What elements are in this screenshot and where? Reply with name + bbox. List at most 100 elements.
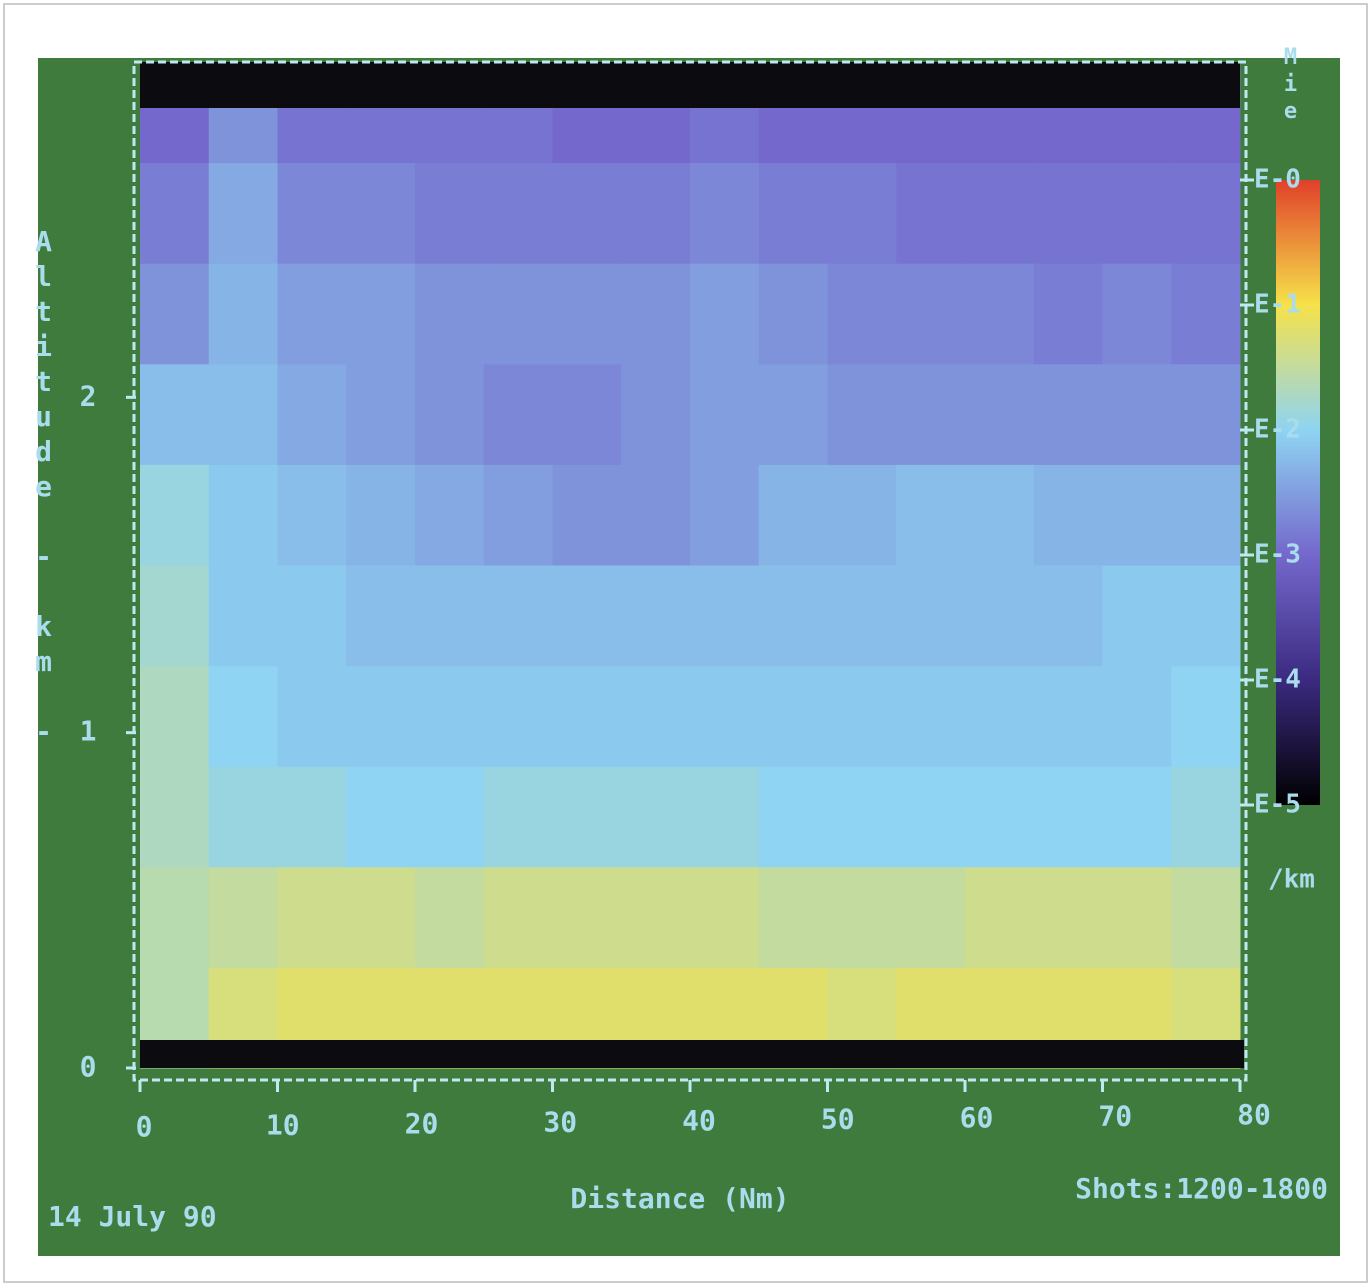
- heat-cell: [690, 766, 759, 867]
- heat-cell: [484, 565, 553, 666]
- heat-cell: [1171, 263, 1240, 364]
- heat-cell: [1171, 364, 1240, 465]
- heat-cell: [278, 565, 347, 666]
- footer-date: 14 July 90: [48, 1200, 217, 1233]
- heat-cell: [346, 464, 415, 565]
- heat-cell: [690, 263, 759, 364]
- heat-cell: [896, 867, 965, 968]
- heat-cell: [415, 163, 484, 264]
- x-tick-label: 30: [543, 1106, 577, 1139]
- heat-cell: [965, 464, 1034, 565]
- heat-cell: [759, 163, 828, 264]
- heat-cell: [278, 364, 347, 465]
- heat-cell: [484, 766, 553, 867]
- x-tick-label: 40: [682, 1104, 716, 1137]
- heat-cell: [553, 565, 622, 666]
- heat-cell: [140, 565, 209, 666]
- heat-cell: [415, 867, 484, 968]
- no-data-band: [140, 62, 1240, 108]
- heat-cell: [896, 766, 965, 867]
- heat-cell: [621, 263, 690, 364]
- heat-cell: [759, 766, 828, 867]
- heat-cell: [759, 464, 828, 565]
- heat-cell: [484, 666, 553, 767]
- heat-cell: [553, 666, 622, 767]
- footer-shots: Shots:1200-1800: [1075, 1172, 1328, 1205]
- plot-area: [134, 62, 1246, 1080]
- colorbar-tick-label: E-4: [1254, 665, 1301, 695]
- heat-cell: [828, 263, 897, 364]
- y-tick-label: 1: [80, 715, 97, 748]
- heat-cell: [484, 163, 553, 264]
- heat-cell: [553, 263, 622, 364]
- heat-cell: [415, 364, 484, 465]
- x-tick-label: 20: [405, 1107, 439, 1140]
- ground-band: [140, 1040, 1244, 1068]
- heat-cell: [1034, 867, 1103, 968]
- heat-cell: [828, 766, 897, 867]
- heat-cell: [1103, 163, 1172, 264]
- heat-cell: [828, 565, 897, 666]
- heat-cell: [415, 666, 484, 767]
- heat-cell: [1034, 364, 1103, 465]
- heat-cell: [140, 163, 209, 264]
- heat-cell: [1103, 867, 1172, 968]
- heat-cell: [209, 666, 278, 767]
- heat-cell: [965, 867, 1034, 968]
- heat-cell: [621, 163, 690, 264]
- heat-cell: [828, 364, 897, 465]
- colorbar: [1276, 180, 1320, 805]
- heat-cell: [415, 565, 484, 666]
- heat-cell: [1034, 464, 1103, 565]
- heat-cell: [278, 464, 347, 565]
- heat-cell: [209, 163, 278, 264]
- heat-cell: [759, 565, 828, 666]
- heat-cell: [346, 666, 415, 767]
- heat-cell: [415, 464, 484, 565]
- heat-cell: [1171, 464, 1240, 565]
- heat-cell: [415, 263, 484, 364]
- colorbar-unit: /km: [1268, 865, 1315, 895]
- heat-cell: [1103, 364, 1172, 465]
- heat-cell: [346, 263, 415, 364]
- heat-cell: [896, 666, 965, 767]
- heat-cell: [759, 666, 828, 767]
- heat-cell: [759, 364, 828, 465]
- heat-cell: [140, 464, 209, 565]
- heat-cell: [553, 464, 622, 565]
- heat-cell: [759, 263, 828, 364]
- x-tick-label: 60: [960, 1101, 994, 1134]
- heat-cell: [209, 364, 278, 465]
- heat-cell: [621, 565, 690, 666]
- colorbar-tick-label: E-0: [1254, 165, 1301, 195]
- heat-cell: [278, 263, 347, 364]
- heat-cell: [140, 263, 209, 364]
- colorbar-tick-label: E-3: [1254, 540, 1301, 570]
- heat-cell: [828, 867, 897, 968]
- heat-cell: [1171, 766, 1240, 867]
- heat-cell: [1103, 565, 1172, 666]
- heat-cell: [759, 867, 828, 968]
- x-tick-label: 10: [266, 1109, 300, 1142]
- heat-cell: [828, 163, 897, 264]
- heat-cell: [828, 464, 897, 565]
- colorbar-tick-label: E-5: [1254, 790, 1301, 820]
- colorbar-tick-label: E-1: [1254, 290, 1301, 320]
- heat-cell: [553, 867, 622, 968]
- heat-cell: [346, 364, 415, 465]
- heat-cell: [278, 766, 347, 867]
- heat-cell: [965, 666, 1034, 767]
- heat-cell: [896, 364, 965, 465]
- heat-cell: [896, 163, 965, 264]
- colorbar-tick-label: E-2: [1254, 415, 1301, 445]
- heat-cell: [484, 464, 553, 565]
- heat-cell: [690, 565, 759, 666]
- y-tick-label: 2: [80, 379, 97, 412]
- heat-cell: [346, 766, 415, 867]
- heat-cell: [553, 163, 622, 264]
- heat-cell: [690, 163, 759, 264]
- heat-cell: [1034, 263, 1103, 364]
- heat-cell: [278, 163, 347, 264]
- heat-cell: [484, 867, 553, 968]
- heat-cell: [896, 565, 965, 666]
